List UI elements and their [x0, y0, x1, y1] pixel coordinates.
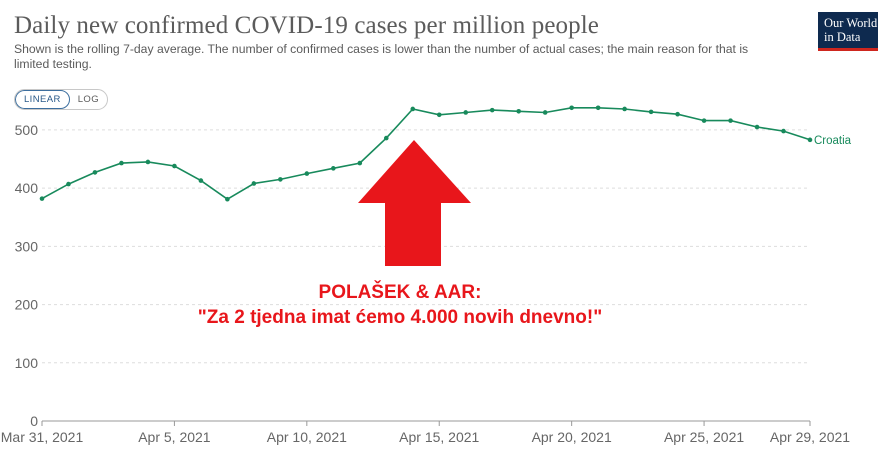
- data-point-8: [251, 181, 257, 186]
- x-tick-label-0: Mar 31, 2021: [1, 429, 84, 445]
- data-point-2: [92, 170, 98, 175]
- x-tick-label-6: Apr 29, 2021: [770, 429, 850, 445]
- data-point-5: [172, 163, 177, 169]
- chart-title: Daily new confirmed COVID-19 cases per m…: [14, 12, 599, 39]
- data-point-26: [728, 118, 733, 123]
- x-tick-label-3: Apr 15, 2021: [399, 429, 479, 445]
- red-up-arrow: [358, 140, 471, 266]
- data-point-1: [66, 181, 71, 187]
- data-point-24: [675, 111, 680, 117]
- logo-line1: Our World: [824, 16, 878, 30]
- y-tick-label-300: 300: [15, 238, 39, 254]
- data-point-3: [119, 160, 124, 166]
- scale-toggle: LINEAR LOG: [14, 89, 108, 110]
- data-point-16: [463, 110, 469, 115]
- x-axis: Mar 31, 2021 Apr 5, 2021 Apr 10, 2021 Apr 1…: [1, 420, 850, 445]
- series-line-0: [41, 107, 811, 201]
- data-point-22: [622, 106, 627, 112]
- x-tick-label-5: Apr 25, 2021: [664, 429, 744, 445]
- y-tick-label-400: 400: [15, 180, 39, 196]
- logo-line2: in Data: [824, 30, 861, 44]
- data-point-19: [542, 110, 548, 115]
- data-point-25: [701, 118, 707, 123]
- data-point-13: [383, 135, 389, 141]
- data-point-27: [754, 124, 760, 130]
- data-point-4: [145, 159, 151, 165]
- series-label-0: Croatia: [814, 135, 852, 147]
- y-axis-ticks: 0 100 200 300 400 500: [15, 122, 39, 429]
- data-point-9: [278, 177, 283, 182]
- annotation-arrow-layer: [358, 140, 471, 266]
- data-point-18: [516, 109, 521, 114]
- data-point-0: [39, 196, 45, 201]
- data-point-15: [436, 112, 442, 118]
- data-point-23: [648, 109, 654, 115]
- y-tick-label-200: 200: [15, 297, 39, 313]
- linear-scale-button[interactable]: LINEAR: [15, 90, 70, 109]
- owid-logo[interactable]: Our World in Data: [818, 12, 878, 51]
- y-tick-label-500: 500: [15, 122, 39, 138]
- annotation-line2: "Za 2 tjedna imat ćemo 4.000 novih dnevn…: [197, 307, 603, 328]
- annotation-line1: POLAŠEK & AAR:: [318, 282, 482, 303]
- data-point-11: [331, 166, 336, 171]
- x-tick-label-1: Apr 5, 2021: [138, 429, 211, 445]
- x-tick-label-2: Apr 10, 2021: [267, 429, 347, 445]
- data-point-20: [569, 105, 574, 111]
- data-point-14: [410, 106, 416, 112]
- data-point-10: [304, 171, 310, 176]
- data-point-6: [198, 178, 204, 183]
- data-point-12: [357, 160, 363, 166]
- data-point-21: [595, 105, 601, 111]
- y-tick-label-100: 100: [15, 355, 39, 371]
- logo-stripe: [818, 48, 878, 51]
- log-scale-button[interactable]: LOG: [77, 94, 99, 105]
- data-point-7: [225, 196, 230, 202]
- data-point-29: [807, 137, 813, 143]
- x-tick-label-4: Apr 20, 2021: [532, 429, 612, 445]
- y-tick-label-0: 0: [30, 413, 38, 429]
- chart-series: Croatia: [39, 105, 852, 202]
- data-point-17: [489, 107, 495, 113]
- data-point-28: [781, 128, 786, 134]
- chart-subtitle: Shown is the rolling 7-day average. The …: [14, 42, 749, 71]
